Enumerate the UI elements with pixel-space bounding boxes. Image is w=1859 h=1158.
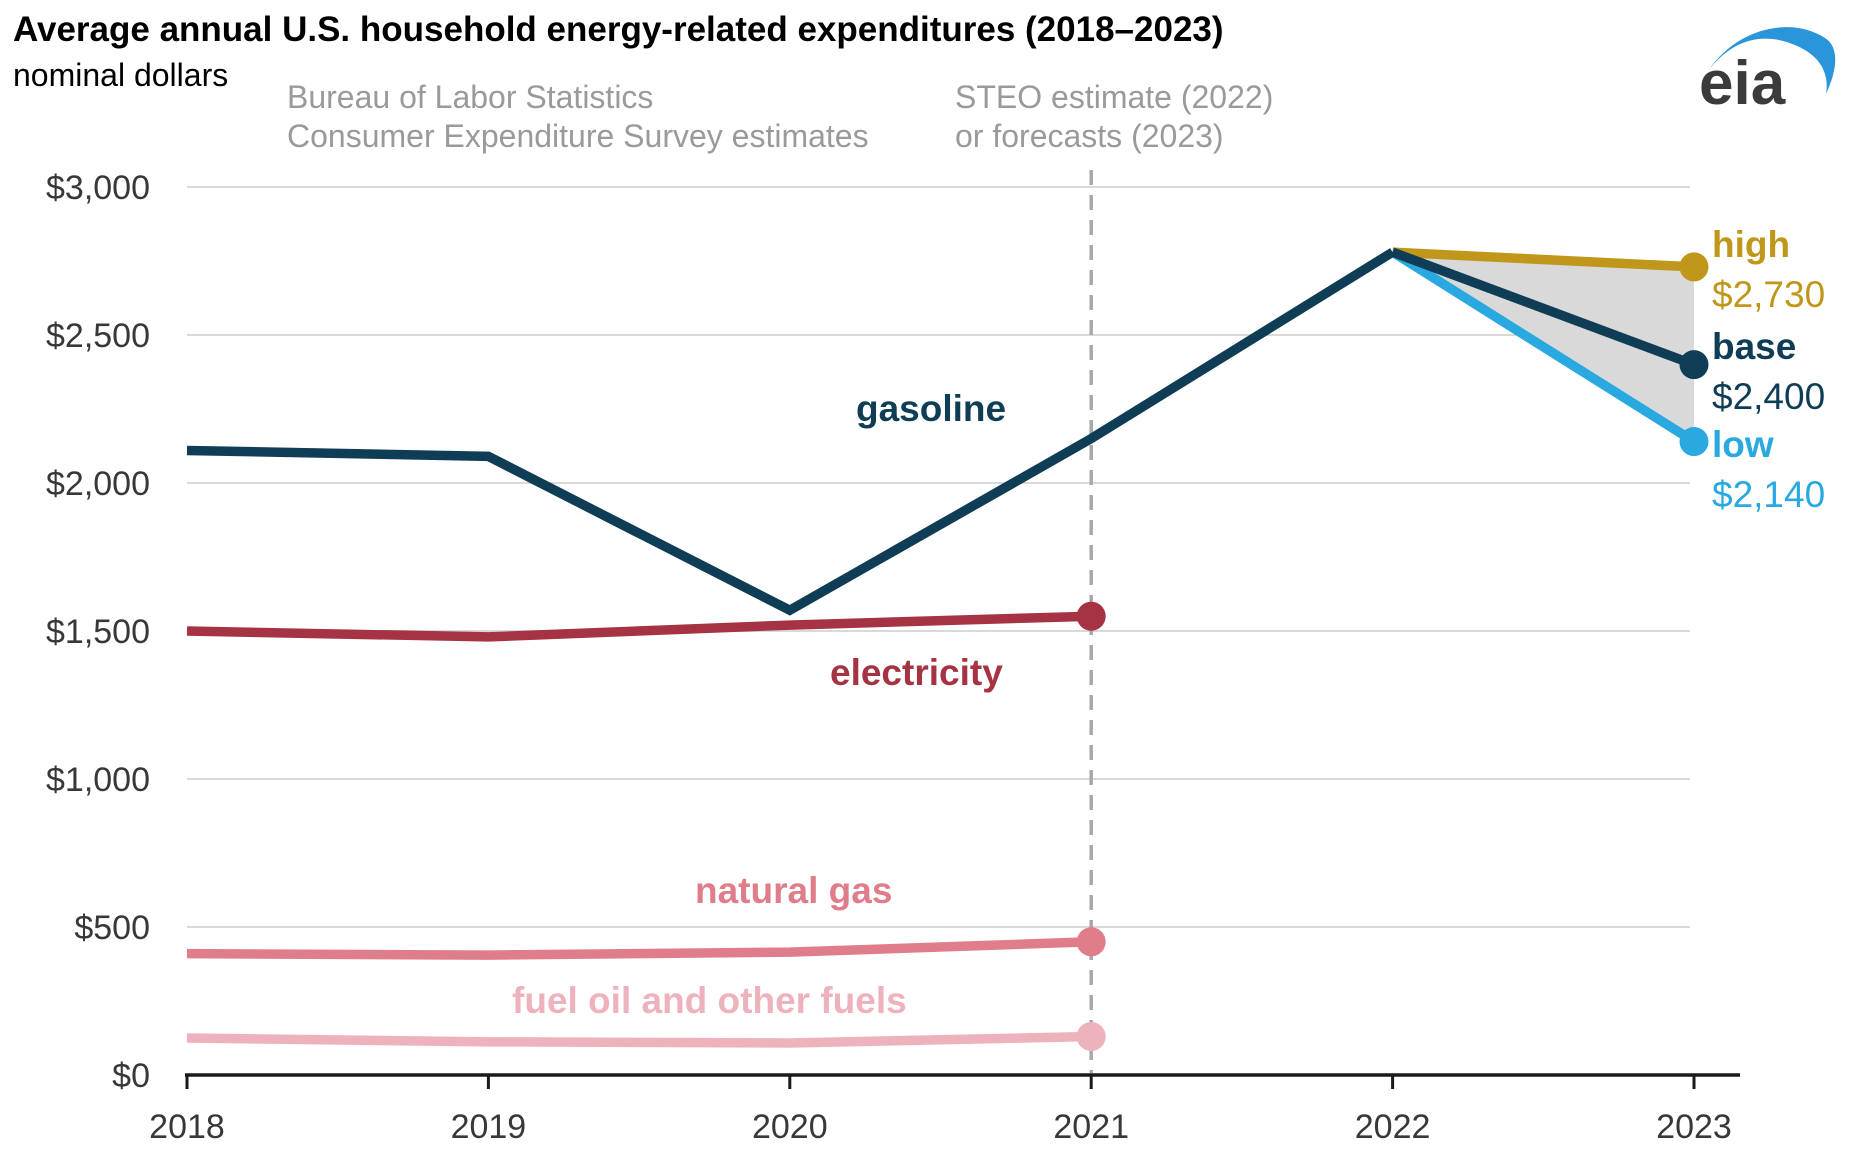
- gasoline-high-line: [1392, 247, 1695, 272]
- forecast-value-base: $2,400: [1712, 376, 1826, 417]
- series-label-natural-gas: natural gas: [695, 870, 893, 911]
- electricity-line: [186, 611, 1092, 642]
- gasoline-line: [186, 248, 1396, 616]
- gasoline-high-end-dot: [1679, 252, 1709, 282]
- eia-logo-text: eia: [1699, 49, 1786, 116]
- x-tick-label-2020: 2020: [752, 1108, 828, 1146]
- forecast-value-high: $2,730: [1712, 274, 1826, 315]
- x-tick-label-2022: 2022: [1355, 1108, 1431, 1146]
- series-label-gasoline: gasoline: [856, 388, 1007, 429]
- eia-logo-swoosh-icon: [1709, 27, 1836, 94]
- y-tick-label-1000: $1,000: [46, 761, 150, 799]
- eia-logo: eia: [1699, 27, 1836, 116]
- history-annotation: Bureau of Labor Statistics Consumer Expe…: [287, 78, 869, 156]
- forecast-label-high: high: [1712, 224, 1791, 265]
- x-tick-label-2021: 2021: [1053, 1108, 1129, 1146]
- y-tick-label-0: $0: [112, 1057, 150, 1095]
- gasoline-low-line: [1390, 248, 1697, 446]
- fuel-oil-end-dot: [1076, 1022, 1106, 1052]
- x-tick-label-2018: 2018: [149, 1108, 225, 1146]
- natural-gas-end-dot: [1076, 927, 1106, 957]
- x-tick-label-2023: 2023: [1656, 1108, 1732, 1146]
- series-label-fuel-oil: fuel oil and other fuels: [512, 980, 907, 1021]
- forecast-annotation: STEO estimate (2022) or forecasts (2023): [955, 78, 1273, 156]
- gasoline-base-line: [1390, 247, 1696, 370]
- series-label-electricity: electricity: [830, 652, 1003, 693]
- x-tick-label-2019: 2019: [451, 1108, 527, 1146]
- y-tick-label-1500: $1,500: [46, 613, 150, 651]
- forecast-label-low: low: [1712, 424, 1774, 465]
- forecast-annotation-line1: STEO estimate (2022): [955, 79, 1274, 115]
- chart-unit-subtitle: nominal dollars: [13, 57, 229, 93]
- forecast-label-base: base: [1712, 326, 1797, 367]
- gasoline-low-end-dot: [1679, 427, 1709, 457]
- fuel-oil-line: [186, 1031, 1092, 1048]
- history-annotation-line2: Consumer Expenditure Survey estimates: [287, 118, 869, 154]
- electricity-end-dot: [1076, 601, 1106, 631]
- forecast-annotation-line2: or forecasts (2023): [955, 118, 1224, 154]
- y-tick-label-3000: $3,000: [46, 169, 150, 207]
- natural-gas-line: [186, 937, 1092, 960]
- forecast-value-low: $2,140: [1712, 474, 1826, 515]
- y-tick-label-2500: $2,500: [46, 317, 150, 355]
- gasoline-base-end-dot: [1679, 350, 1709, 380]
- page-title: Average annual U.S. household energy-rel…: [13, 10, 1224, 49]
- history-annotation-line1: Bureau of Labor Statistics: [287, 79, 654, 115]
- y-tick-label-500: $500: [74, 909, 150, 947]
- y-tick-label-2000: $2,000: [46, 465, 150, 503]
